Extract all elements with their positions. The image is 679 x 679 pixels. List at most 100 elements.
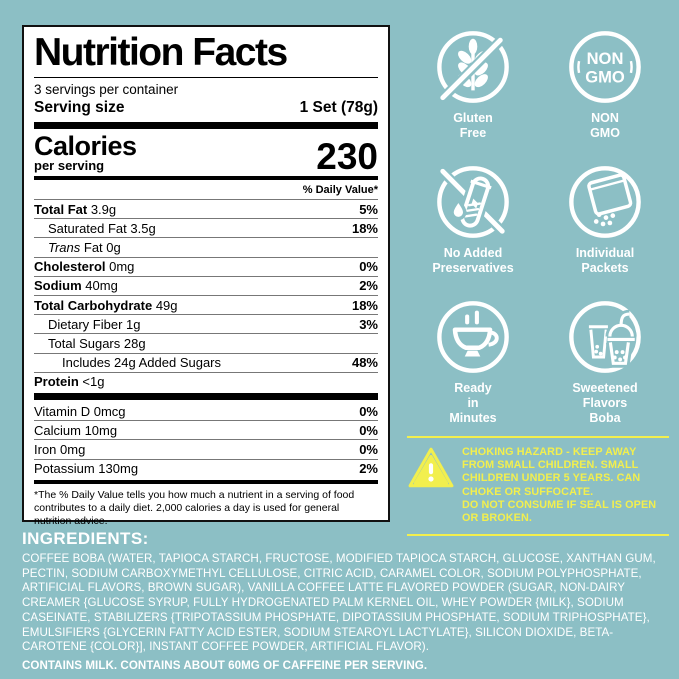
vitamin-dv: 2% [359,461,378,477]
nutrient-row-total-fat: Total Fat 3.9g 5% [34,200,378,220]
nutrient-dv: 18% [351,297,378,313]
nutrient-name: Dietary Fiber 1g [48,317,140,332]
badge-label: Gluten Free [453,111,493,140]
ingredients-heading: INGREDIENTS: [22,529,149,548]
nutrient-dv: 5% [359,201,378,217]
vitamin-name: Potassium 130mg [34,461,139,477]
vitamin-row-vitamin-d: Vitamin D 0mcg 0% [34,402,378,422]
nutrient-amount: Fat 0g [80,240,121,256]
badge-no-added-preservatives: No Added Preservatives [432,163,514,298]
nutrient-amount: Saturated Fat 3.5g [48,220,156,236]
badge-label: Sweetened Flavors Boba [572,381,638,425]
nutrient-dv: 48% [351,355,378,371]
divider-medium-bar [34,176,378,181]
badge-ready-in-minutes: Ready in Minutes [434,298,512,433]
boba-drinks-icon [569,301,641,373]
badge-label: NON GMO [590,111,620,140]
badge-non-gmo: NON GMO NON GMO [566,28,644,163]
nutrient-name: Saturated Fat 3.5g [48,221,156,236]
nutrient-amount: Dietary Fiber 1g [48,316,141,332]
vitamin-row-calcium: Calcium 10mg 0% [34,421,378,441]
badge-individual-packets: Individual Packets [566,163,644,298]
feature-badges: Gluten Free NON GMO NON GMO [407,28,671,433]
vitamin-dv: 0% [359,441,378,457]
badge-label: Ready in Minutes [449,381,497,425]
nutrient-amount: <1g [78,374,105,390]
badge-sweetened-flavors-boba: Sweetened Flavors Boba [566,298,644,433]
nutrient-row-sodium: Sodium 40mg 2% [34,277,378,297]
ingredients-section: INGREDIENTS: COFFEE BOBA (WATER, TAPIOCA… [22,529,670,672]
vitamin-row-iron: Iron 0mg 0% [34,440,378,460]
nutrient-amount: 3.9g [87,201,117,217]
no-preservatives-icon [437,166,509,238]
nutrient-row-total-carbohydrate: Total Carbohydrate 49g 18% [34,296,378,316]
nutrient-name-bold: Total Carbohydrate [34,297,153,313]
badge-label: Individual Packets [575,246,635,275]
nutrient-name-bold: Cholesterol [34,259,106,275]
nutrient-dv: 0% [359,259,378,275]
serving-size-label: Serving size [34,99,125,117]
vitamin-row-potassium: Potassium 130mg 2% [34,460,378,478]
nutrient-dv: 2% [359,278,378,294]
daily-value-footnote: *The % Daily Value tells you how much a … [34,488,355,527]
nutrient-name: Sodium 40mg [34,278,118,293]
nutrient-name: Includes 24g Added Sugars [62,355,221,370]
ready-in-minutes-icon [437,301,509,373]
daily-value-header: % Daily Value* [34,181,378,201]
nutrient-name: Trans Fat 0g [48,240,121,255]
calories-per-serving-label: per serving [34,158,105,174]
nutrient-amount: Total Sugars 28g [48,336,146,352]
warning-triangle-icon [408,447,454,488]
warning-text-choking: CHOKING HAZARD - KEEP AWAY FROM SMALL CH… [462,446,641,498]
vitamin-dv: 0% [359,403,378,419]
allergen-caffeine-statement: CONTAINS MILK. CONTAINS ABOUT 60MG OF CA… [22,659,428,673]
warning-text-block: CHOKING HAZARD - KEEP AWAY FROM SMALL CH… [462,446,669,525]
nutrient-row-added-sugars: Includes 24g Added Sugars 48% [34,354,378,373]
trans-italic: Trans [48,240,81,256]
ingredients-list: COFFEE BOBA (WATER, TAPIOCA STARCH, FRUC… [22,552,656,654]
nutrient-name: Total Sugars 28g [48,336,146,351]
vitamin-name: Calcium 10mg [34,422,118,438]
nutrient-amount: 49g [152,297,178,313]
nutrient-dv: 3% [359,316,378,332]
nutrient-name-bold: Sodium [34,278,82,294]
choking-hazard-warning: CHOKING HAZARD - KEEP AWAY FROM SMALL CH… [407,436,669,537]
nutrient-row-trans-fat: Trans Fat 0g [34,238,378,258]
nutrient-name: Cholesterol 0mg [34,259,134,274]
calories-label: Calories [34,131,137,162]
nutrient-row-saturated-fat: Saturated Fat 3.5g 18% [34,219,378,239]
nutrient-row-dietary-fiber: Dietary Fiber 1g 3% [34,315,378,335]
gluten-free-icon [437,31,509,103]
nutrient-name: Total Carbohydrate 49g [34,298,178,313]
calories-value: 230 [316,136,378,178]
serving-size-row: Serving size 1 Set (78g) [34,98,378,120]
vitamin-name: Vitamin D 0mcg [34,403,126,419]
nutrient-name: Total Fat 3.9g [34,202,116,217]
nutrient-name: Protein <1g [34,374,104,389]
non-gmo-icon-text-line1: NON [587,49,624,68]
nutrient-row-protein: Protein <1g [34,373,378,391]
individual-packets-icon [569,166,641,238]
non-gmo-icon: NON GMO [569,31,641,103]
serving-size-value: 1 Set (78g) [299,99,378,117]
nutrient-row-total-sugars: Total Sugars 28g [34,334,378,354]
nutrition-facts-label: Nutrition Facts 3 servings per container… [22,25,390,527]
vitamin-name: Iron 0mg [34,441,86,457]
warning-text-seal: DO NOT CONSUME IF SEAL IS OPEN OR BROKEN… [462,498,657,524]
nutrient-amount: 0mg [105,259,135,275]
vitamin-dv: 0% [359,422,378,438]
non-gmo-icon-text-line2: GMO [585,68,625,87]
calories-row: Calories per serving 230 [34,131,378,178]
divider-thick-bar [34,392,378,400]
nutrient-name-bold: Protein [34,374,79,390]
divider-thick-bar [34,122,378,130]
calories-label-block: Calories per serving [34,133,137,173]
nutrient-dv: 18% [351,220,378,236]
nutrient-amount: Includes 24g Added Sugars [62,355,222,371]
badge-gluten-free: Gluten Free [434,28,512,163]
servings-per-container: 3 servings per container [34,82,179,98]
divider-medium-bar [34,479,378,484]
nutrient-amount: 40mg [81,278,118,294]
badge-label: No Added Preservatives [432,246,514,275]
